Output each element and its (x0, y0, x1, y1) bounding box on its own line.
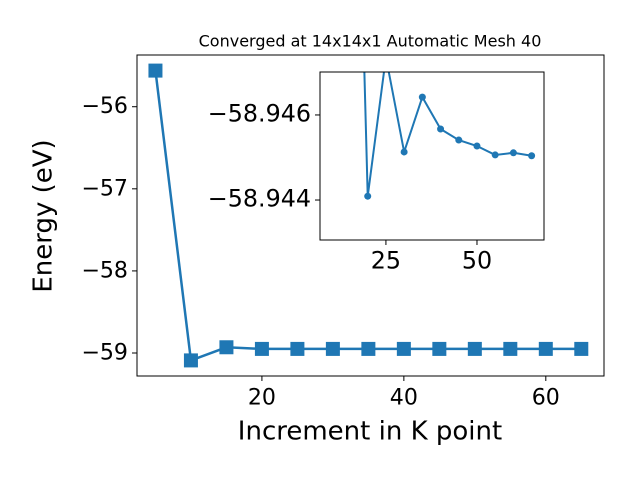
data-point (361, 341, 376, 356)
data-point (432, 341, 447, 356)
y-tick-label: −59 (81, 340, 128, 366)
data-point (574, 341, 589, 356)
x-axis-label: Increment in K point (238, 417, 502, 447)
data-point (491, 151, 499, 159)
data-point (538, 341, 553, 356)
x-tick-label: 20 (248, 385, 276, 411)
data-point (325, 341, 340, 356)
data-point (418, 93, 426, 101)
data-point (509, 149, 517, 157)
plot-area (363, 72, 536, 200)
data-point (148, 63, 163, 78)
x-tick-label: 50 (462, 247, 492, 275)
data-point (254, 341, 269, 356)
data-point (364, 192, 372, 200)
x-tick-label: 60 (532, 385, 560, 411)
data-point (455, 136, 463, 144)
axes-background (320, 72, 544, 240)
y-tick-label: −57 (81, 175, 128, 201)
data-point (400, 148, 408, 156)
y-tick-label: −58.944 (208, 185, 311, 213)
data-point (467, 341, 482, 356)
plot-area (148, 63, 589, 368)
data-point (290, 341, 305, 356)
data-point (219, 340, 234, 355)
data-point (473, 142, 481, 150)
axes-frame (319, 71, 545, 241)
y-tick-label: −58 (81, 257, 128, 283)
y-axis-label: Energy (eV) (29, 139, 59, 292)
y-tick-label: −56 (81, 93, 128, 119)
chart-title: Converged at 14x14x1 Automatic Mesh 40 (199, 32, 542, 51)
data-point (183, 353, 198, 368)
axes-frame (136, 54, 605, 377)
data-point (528, 152, 536, 160)
x-tick-label: 25 (371, 247, 401, 275)
data-point (396, 341, 411, 356)
y-tick-label: −58.946 (208, 99, 311, 127)
data-point (437, 125, 445, 133)
x-tick-label: 40 (390, 385, 418, 411)
data-point (503, 341, 518, 356)
